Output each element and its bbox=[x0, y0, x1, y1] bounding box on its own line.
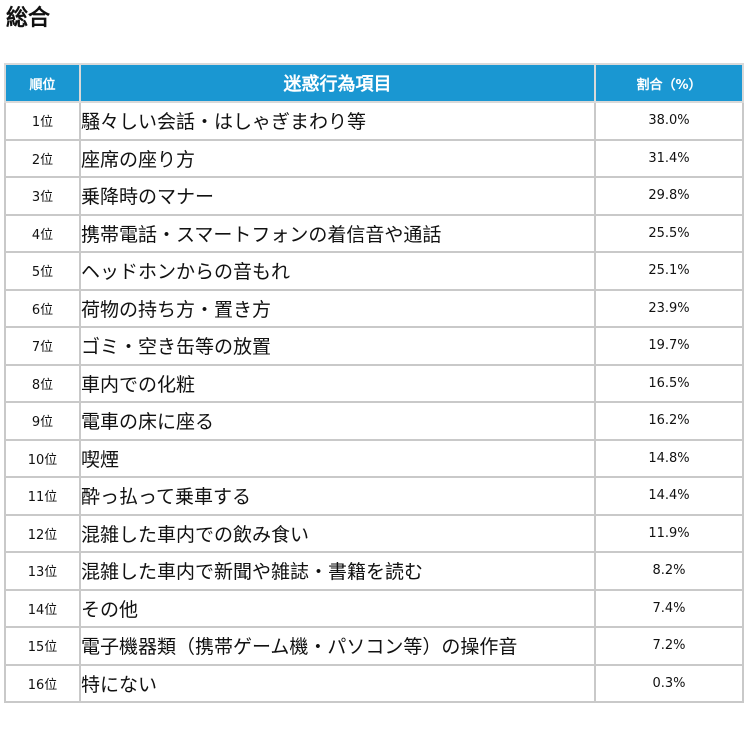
row-percent: 38.0% bbox=[594, 101, 744, 141]
row-rank: 12位 bbox=[4, 513, 81, 553]
row-percent: 25.5% bbox=[594, 213, 744, 253]
row-rank: 2位 bbox=[4, 138, 81, 178]
row-rank: 5位 bbox=[4, 251, 81, 291]
row-percent: 8.2% bbox=[594, 551, 744, 591]
row-percent: 0.3% bbox=[594, 663, 744, 703]
row-percent: 25.1% bbox=[594, 251, 744, 291]
row-percent: 14.4% bbox=[594, 476, 744, 516]
table-row: 5位 ヘッドホンからの音もれ 25.1% bbox=[4, 251, 744, 291]
table-row: 16位 特にない 0.3% bbox=[4, 663, 744, 703]
header-row: 順位 迷惑行為項目 割合（%） bbox=[4, 63, 744, 103]
table-body: 1位 騒々しい会話・はしゃぎまわり等 38.0% 2位 座席の座り方 31.4%… bbox=[4, 101, 744, 703]
table-row: 14位 その他 7.4% bbox=[4, 588, 744, 628]
row-item: 荷物の持ち方・置き方 bbox=[79, 288, 596, 328]
row-rank: 3位 bbox=[4, 176, 81, 216]
row-percent: 29.8% bbox=[594, 176, 744, 216]
row-item: 座席の座り方 bbox=[79, 138, 596, 178]
row-percent: 7.2% bbox=[594, 626, 744, 666]
row-rank: 10位 bbox=[4, 438, 81, 478]
table-row: 9位 電車の床に座る 16.2% bbox=[4, 401, 744, 441]
table-row: 6位 荷物の持ち方・置き方 23.9% bbox=[4, 288, 744, 328]
table-row: 13位 混雑した車内で新聞や雑誌・書籍を読む 8.2% bbox=[4, 551, 744, 591]
row-percent: 11.9% bbox=[594, 513, 744, 553]
row-percent: 23.9% bbox=[594, 288, 744, 328]
table-row: 3位 乗降時のマナー 29.8% bbox=[4, 176, 744, 216]
row-rank: 8位 bbox=[4, 363, 81, 403]
row-item: ゴミ・空き缶等の放置 bbox=[79, 326, 596, 366]
row-percent: 7.4% bbox=[594, 588, 744, 628]
row-item: 特にない bbox=[79, 663, 596, 703]
row-item: 電子機器類（携帯ゲーム機・パソコン等）の操作音 bbox=[79, 626, 596, 666]
table-row: 1位 騒々しい会話・はしゃぎまわり等 38.0% bbox=[4, 101, 744, 141]
header-rank: 順位 bbox=[4, 63, 81, 103]
table-row: 8位 車内での化粧 16.5% bbox=[4, 363, 744, 403]
row-item: 酔っ払って乗車する bbox=[79, 476, 596, 516]
table-header: 順位 迷惑行為項目 割合（%） bbox=[4, 63, 744, 103]
row-rank: 15位 bbox=[4, 626, 81, 666]
table-row: 15位 電子機器類（携帯ゲーム機・パソコン等）の操作音 7.2% bbox=[4, 626, 744, 666]
table-row: 11位 酔っ払って乗車する 14.4% bbox=[4, 476, 744, 516]
row-item: ヘッドホンからの音もれ bbox=[79, 251, 596, 291]
table-row: 10位 喫煙 14.8% bbox=[4, 438, 744, 478]
row-item: 乗降時のマナー bbox=[79, 176, 596, 216]
table-row: 2位 座席の座り方 31.4% bbox=[4, 138, 744, 178]
row-rank: 7位 bbox=[4, 326, 81, 366]
row-item: 携帯電話・スマートフォンの着信音や通話 bbox=[79, 213, 596, 253]
row-rank: 6位 bbox=[4, 288, 81, 328]
ranking-table: 順位 迷惑行為項目 割合（%） 1位 騒々しい会話・はしゃぎまわり等 38.0%… bbox=[4, 63, 744, 703]
row-item: 喫煙 bbox=[79, 438, 596, 478]
row-item: 混雑した車内での飲み食い bbox=[79, 513, 596, 553]
row-percent: 16.5% bbox=[594, 363, 744, 403]
table-row: 12位 混雑した車内での飲み食い 11.9% bbox=[4, 513, 744, 553]
row-rank: 11位 bbox=[4, 476, 81, 516]
row-percent: 16.2% bbox=[594, 401, 744, 441]
header-item: 迷惑行為項目 bbox=[79, 63, 596, 103]
row-rank: 16位 bbox=[4, 663, 81, 703]
page-title: 総合 bbox=[6, 6, 51, 31]
row-percent: 14.8% bbox=[594, 438, 744, 478]
row-rank: 4位 bbox=[4, 213, 81, 253]
row-item: その他 bbox=[79, 588, 596, 628]
row-rank: 9位 bbox=[4, 401, 81, 441]
header-percent: 割合（%） bbox=[594, 63, 744, 103]
table-row: 7位 ゴミ・空き缶等の放置 19.7% bbox=[4, 326, 744, 366]
row-item: 車内での化粧 bbox=[79, 363, 596, 403]
row-rank: 14位 bbox=[4, 588, 81, 628]
row-percent: 31.4% bbox=[594, 138, 744, 178]
row-rank: 1位 bbox=[4, 101, 81, 141]
table-row: 4位 携帯電話・スマートフォンの着信音や通話 25.5% bbox=[4, 213, 744, 253]
row-item: 混雑した車内で新聞や雑誌・書籍を読む bbox=[79, 551, 596, 591]
row-rank: 13位 bbox=[4, 551, 81, 591]
row-percent: 19.7% bbox=[594, 326, 744, 366]
row-item: 騒々しい会話・はしゃぎまわり等 bbox=[79, 101, 596, 141]
row-item: 電車の床に座る bbox=[79, 401, 596, 441]
